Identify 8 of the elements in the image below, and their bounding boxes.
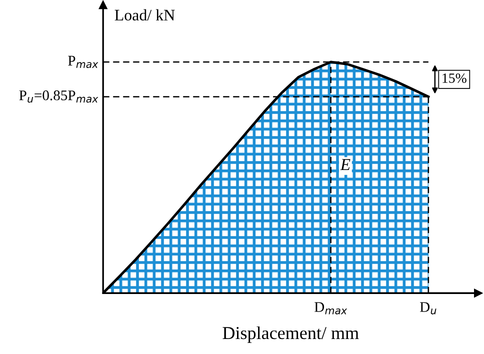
text: 15% <box>442 73 466 83</box>
x-axis-title: Displacement/ mm <box>222 326 359 343</box>
text: D$_{max}$ <box>314 302 348 314</box>
text: P$_{max}$ <box>68 56 98 68</box>
annotation: E <box>340 159 350 170</box>
y-axis-title: Load/ kN <box>114 9 175 21</box>
text: D$_{u}$ <box>420 302 436 314</box>
text: P$_{u}$=0.85P$_{max}$ <box>19 90 98 103</box>
